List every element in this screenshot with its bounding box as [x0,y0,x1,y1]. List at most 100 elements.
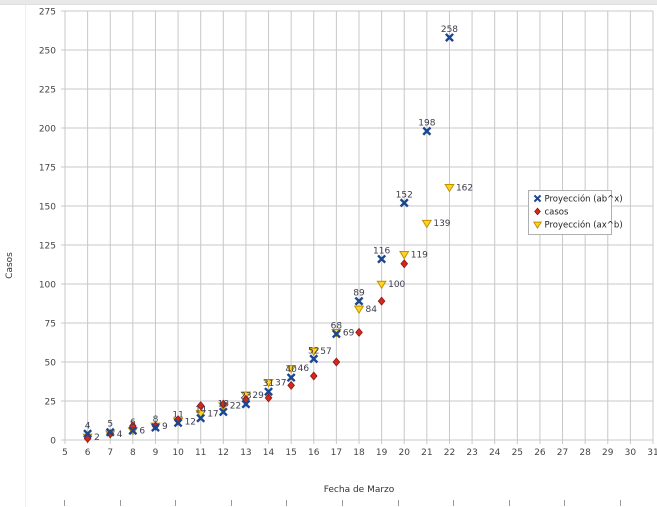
x-tick-label: 19 [376,448,388,458]
data-label: 4 [85,421,91,431]
data-point-x-cross [264,387,273,397]
data-point-diamond [264,393,273,403]
data-label: 52 [308,346,319,356]
data-point-x-cross [105,427,115,437]
x-tick-label: 15 [285,448,296,458]
data-label: 40 [285,365,297,375]
data-label: 152 [396,190,413,200]
data-label: 9 [162,422,168,432]
x-tick-label: 28 [579,448,591,458]
data-label: 5 [107,420,113,430]
data-label: 12 [185,417,196,427]
data-point-triangle-down [399,251,410,260]
legend-item-label: casos [545,208,570,218]
data-point-x-cross [286,373,296,383]
data-point-triangle-down [376,280,387,290]
data-label: 4 [117,430,123,440]
data-point-x-cross [354,296,364,306]
data-point-x-cross [83,429,93,439]
data-label: 11 [172,410,183,420]
y-tick-label: 50 [45,359,57,369]
x-tick-label: 24 [489,448,501,458]
data-point-x-cross [399,198,409,208]
y-tick-label: 175 [39,164,56,174]
data-point-x-cross [445,33,454,42]
legend-item-label: Proyección (ab^x) [545,194,623,205]
data-label: 22 [230,402,241,412]
data-point-x-cross [309,354,319,364]
y-tick-label: 275 [39,8,56,18]
data-point-diamond [355,327,363,337]
data-point-x-cross [218,407,228,417]
data-point-triangle-down [421,219,433,229]
x-tick-label: 22 [444,448,455,458]
data-label: 162 [456,183,473,193]
column-ruler-tick [564,500,566,506]
y-tick-label: 100 [39,281,56,291]
data-point-diamond [400,259,409,269]
x-tick-label: 25 [512,448,523,458]
x-tick-label: 17 [331,448,342,458]
legend-marker-triangle-down [532,221,543,230]
column-ruler-tick [119,500,121,506]
data-label: 198 [418,119,435,129]
data-label: 18 [218,399,230,409]
data-point-x-cross [241,399,251,409]
x-tick-label: 20 [399,448,411,458]
data-point-x-cross [128,426,138,436]
data-point-triangle-down [285,364,297,374]
data-label: 57 [320,347,331,357]
y-tick-label: 125 [39,242,56,252]
data-point-triangle-down [308,347,319,357]
x-tick-label: 31 [647,448,657,458]
data-label: 116 [373,247,390,257]
column-ruler-tick [453,500,455,506]
y-tick-label: 150 [39,203,56,213]
column-ruler-tick [64,500,65,506]
y-tick-label: 225 [39,86,56,96]
x-tick-label: 27 [557,448,568,458]
legend[interactable] [528,190,612,235]
x-tick-label: 11 [195,448,206,458]
x-tick-label: 10 [172,448,184,458]
x-tick-label: 26 [534,448,546,458]
data-point-diamond [196,401,205,411]
x-tick-label: 6 [85,448,91,458]
x-tick-label: 30 [625,448,637,458]
y-tick-label: 0 [50,437,56,447]
data-label: 258 [441,25,458,35]
column-ruler-tick [620,500,621,506]
column-ruler-tick [286,500,288,506]
pane-left-edge-line [25,5,26,507]
x-tick-label: 14 [263,448,275,458]
data-point-diamond [377,296,386,306]
data-point-triangle-down [195,410,206,419]
column-ruler-tick [397,500,399,506]
data-point-diamond [219,399,228,409]
x-tick-label: 18 [353,448,365,458]
data-point-x-cross [151,423,160,432]
y-tick-label: 200 [39,125,56,135]
data-label: 6 [130,418,136,428]
y-tick-label: 250 [39,47,56,57]
data-point-x-cross [377,254,387,264]
x-axis-title: Fecha de Marzo [324,485,395,495]
data-label: 84 [366,305,378,315]
x-tick-label: 9 [153,448,159,458]
x-tick-label: 8 [130,448,136,458]
data-label: 89 [353,289,365,299]
column-ruler-tick [230,500,232,506]
legend-marker-diamond [534,207,541,216]
data-point-x-cross [422,126,432,136]
data-point-x-cross [331,329,341,339]
x-tick-label: 7 [107,448,113,458]
data-label: 139 [433,219,450,229]
window-top-edge [0,0,657,5]
data-point-x-cross [173,418,183,428]
x-tick-label: 5 [62,448,68,458]
x-tick-label: 23 [466,448,477,458]
data-point-diamond [309,371,318,381]
y-tick-label: 75 [45,320,56,330]
